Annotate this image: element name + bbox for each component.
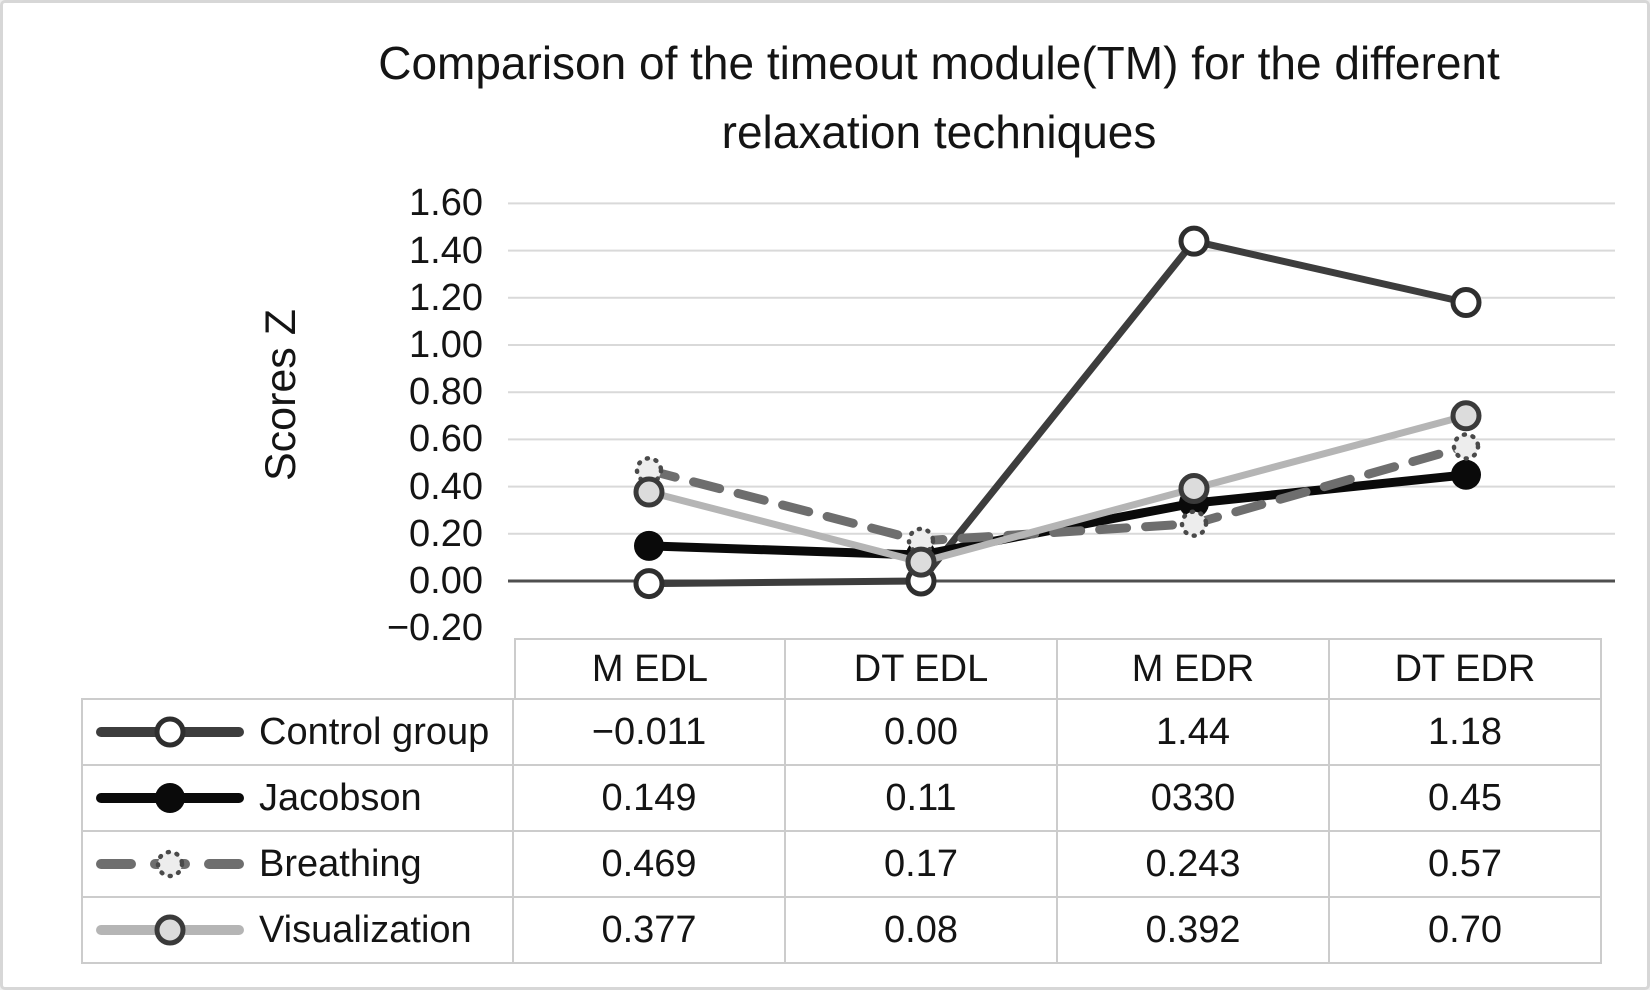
table-value-jacobson-m-edr: 0330 xyxy=(1058,766,1330,832)
y-tick-label: 0.00 xyxy=(409,560,483,602)
legend-line-sample-icon xyxy=(96,716,244,748)
series-jacobson xyxy=(634,459,1481,571)
chart-title-line-2: relaxation techniques xyxy=(721,106,1157,158)
legend-label-jacobson: Jacobson xyxy=(259,776,422,819)
table-corner-cell xyxy=(81,638,514,700)
data-point-marker xyxy=(905,546,937,578)
legend-label-control-group: Control group xyxy=(259,710,490,753)
y-tick-label: 1.40 xyxy=(409,229,483,272)
data-point-marker xyxy=(1178,472,1210,504)
data-point-marker xyxy=(1179,509,1209,538)
data-point-marker xyxy=(1451,459,1481,490)
series-line-visualization xyxy=(648,412,1467,566)
data-point-marker xyxy=(155,849,185,879)
series-breathing xyxy=(634,432,1481,556)
table-value-control-group-m-edl: −0.011 xyxy=(514,700,786,766)
column-header-m-edr: M EDR xyxy=(1058,638,1330,700)
chart-svg xyxy=(508,202,1615,600)
column-header-dt-edr: DT EDR xyxy=(1330,638,1602,700)
legend-line-sample-icon xyxy=(96,849,244,879)
legend-label-breathing: Breathing xyxy=(259,842,422,885)
table-value-control-group-m-edr: 1.44 xyxy=(1058,700,1330,766)
table-value-visualization-m-edr: 0.392 xyxy=(1058,898,1330,964)
y-tick-label: 1.20 xyxy=(409,276,483,319)
y-tick-label: 0.80 xyxy=(409,371,483,414)
table-value-control-group-dt-edr: 1.18 xyxy=(1330,700,1602,766)
y-tick-label: 1.60 xyxy=(409,182,483,225)
data-point-marker xyxy=(154,716,186,748)
legend-item-breathing: Breathing xyxy=(81,832,514,898)
column-header-dt-edl: DT EDL xyxy=(786,638,1058,700)
table-value-visualization-dt-edr: 0.70 xyxy=(1330,898,1602,964)
y-tick-label: 0.20 xyxy=(409,512,483,555)
legend-item-control-group: Control group xyxy=(81,700,514,766)
table-value-breathing-m-edl: 0.469 xyxy=(514,832,786,898)
table-value-visualization-m-edl: 0.377 xyxy=(514,898,786,964)
series-line-control-group xyxy=(648,237,1467,588)
y-tick-label: 0.40 xyxy=(409,465,483,508)
chart-title: Comparison of the timeout module(TM) for… xyxy=(349,29,1529,167)
data-point-marker xyxy=(154,914,186,946)
data-point-marker xyxy=(155,783,185,813)
y-tick-label: −0.20 xyxy=(386,607,483,650)
y-tick-label: 1.00 xyxy=(409,324,483,366)
table-value-breathing-dt-edr: 0.57 xyxy=(1330,832,1602,898)
y-tick-labels: 1.60 1.40 1.20 1.00 0.80 0.60 0.40 0.20 0.00 −0.2… xyxy=(333,3,483,703)
chart-title-line-1: Comparison of the timeout module(TM) for… xyxy=(378,37,1500,89)
table-value-jacobson-dt-edl: 0.11 xyxy=(786,766,1058,832)
legend-line-sample-icon xyxy=(96,914,244,946)
table-value-visualization-dt-edl: 0.08 xyxy=(786,898,1058,964)
table-value-jacobson-m-edl: 0.149 xyxy=(514,766,786,832)
data-point-marker xyxy=(1451,432,1481,461)
data-point-marker xyxy=(1178,225,1210,257)
series-control-group xyxy=(633,225,1482,600)
data-point-marker xyxy=(634,530,664,561)
column-header-m-edl: M EDL xyxy=(514,638,786,700)
table-value-control-group-dt-edl: 0.00 xyxy=(786,700,1058,766)
data-point-marker xyxy=(1450,400,1482,432)
data-table: M EDL DT EDL M EDR DT EDR Control group −0.01… xyxy=(81,638,1602,964)
y-tick-label: 0.60 xyxy=(409,418,483,461)
legend-line-sample-icon xyxy=(96,783,244,813)
data-point-marker xyxy=(633,568,665,600)
data-point-marker xyxy=(1450,287,1482,319)
series-visualization xyxy=(633,400,1482,578)
table-value-jacobson-dt-edr: 0.45 xyxy=(1330,766,1602,832)
data-point-marker xyxy=(633,476,665,508)
legend-label-visualization: Visualization xyxy=(259,908,472,951)
legend-item-jacobson: Jacobson xyxy=(81,766,514,832)
legend-item-visualization: Visualization xyxy=(81,898,514,964)
series-line-breathing xyxy=(644,441,1471,546)
table-value-breathing-m-edr: 0.243 xyxy=(1058,832,1330,898)
table-value-breathing-dt-edl: 0.17 xyxy=(786,832,1058,898)
